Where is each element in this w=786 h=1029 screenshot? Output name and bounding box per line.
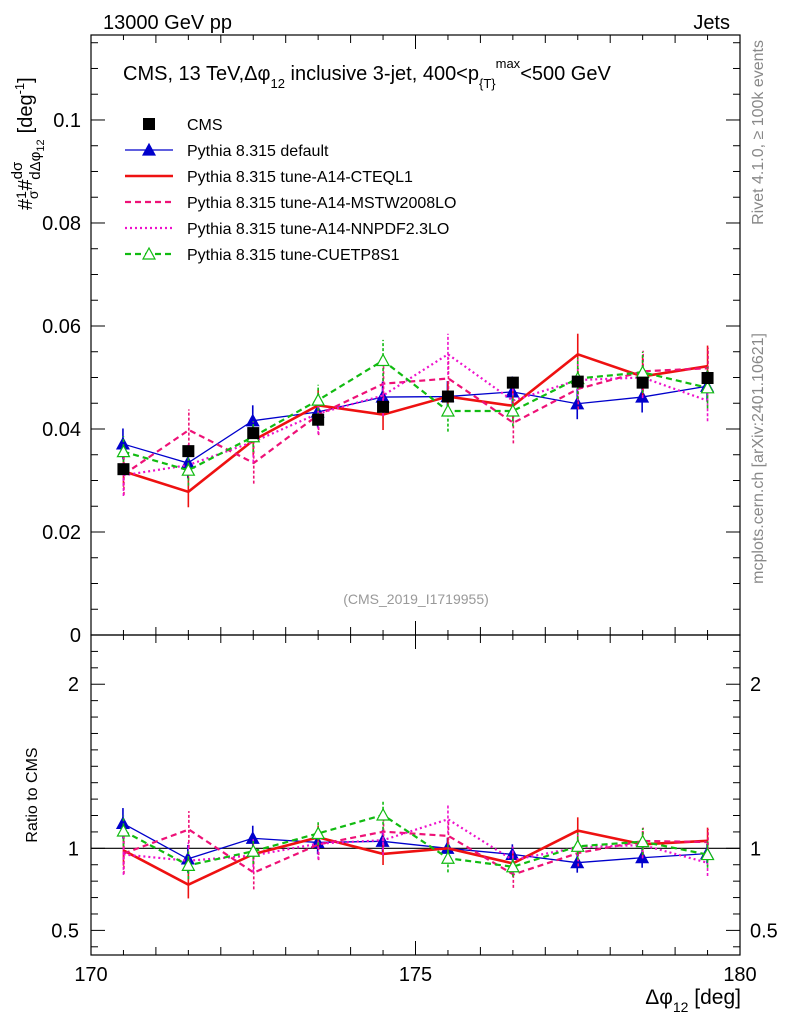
data-point [441, 390, 454, 403]
ratio-y-label: Ratio to CMS [24, 747, 41, 842]
x-tick-label: 175 [399, 964, 432, 986]
legend-marker [141, 246, 157, 260]
ratio-y-tick-label: 1 [68, 838, 79, 860]
legend-entry-2: Pythia 8.315 tune-A14-MSTW2008LO [125, 195, 456, 212]
axes-group: 170 175 180 0 0.02 0.04 0.06 0.08 0.1 0.5 0.5 1 1 2 2 [42, 35, 778, 986]
legend-entry-1: Pythia 8.315 tune-A14-CTEQL1 [125, 169, 413, 186]
legend-marker [141, 142, 157, 156]
ratio-series-line [122, 813, 708, 868]
ratio-series-line [122, 822, 708, 864]
legend-entry-0: Pythia 8.315 default [125, 142, 329, 160]
main-series-line [122, 385, 708, 464]
y-tick-label: 0 [70, 625, 81, 647]
ratio-marker [700, 847, 715, 861]
ratio-marker [570, 839, 585, 852]
ratio-marker [635, 834, 650, 848]
ratio-marker [181, 858, 196, 871]
main-marker [376, 353, 391, 367]
y-tick-label: 0.06 [42, 316, 81, 338]
legend-marker [143, 118, 155, 130]
legend-label: Pythia 8.315 tune-A14-NNPDF2.3LO [187, 221, 449, 238]
legend-entry-4: Pythia 8.315 tune-CUETP8S1 [125, 246, 400, 264]
ratio-y-tick-label: 0.5 [750, 920, 778, 942]
legend-label: Pythia 8.315 tune-A14-CTEQL1 [187, 169, 413, 186]
ratio-marker [376, 807, 391, 821]
data-point [182, 445, 195, 458]
y-tick-label: 0.04 [42, 419, 81, 441]
ratio-y-tick-label: 2 [750, 674, 761, 696]
chart-title: CMS, 13 TeV,Δφ12 inclusive 3-jet, 400<p{… [123, 56, 611, 91]
ratio-marker [246, 844, 261, 857]
ratio-marker [570, 855, 585, 869]
legend-label: CMS [187, 117, 223, 134]
main-marker [700, 380, 715, 394]
legend-entry-3: Pythia 8.315 tune-A14-NNPDF2.3LO [125, 221, 449, 238]
y-tick-label: 0.1 [53, 110, 81, 132]
main-series-line [123, 367, 709, 476]
x-axis-label: Δφ12 [deg] [645, 986, 741, 1015]
data-point [636, 376, 649, 389]
header-right: Jets [693, 12, 730, 34]
legend-label: Pythia 8.315 tune-A14-MSTW2008LO [187, 195, 456, 212]
main-marker [440, 403, 455, 417]
legend-entry-cms: CMS [143, 117, 223, 134]
ratio-marker [505, 859, 520, 873]
ratio-marker [311, 826, 326, 840]
ratio-series-line [123, 818, 708, 864]
analysis-watermark: (CMS_2019_I1719955) [343, 591, 489, 607]
ratio-y-tick-label: 2 [68, 674, 79, 696]
mcplots-label: mcplots.cern.ch [arXiv:2401.10621] [750, 333, 767, 584]
y-tick-label: 0.02 [42, 522, 81, 544]
data-point [312, 413, 325, 426]
main-marker [116, 444, 131, 458]
rivet-label: Rivet 4.1.0, ≥ 100k events [750, 40, 767, 225]
series-layer [115, 333, 715, 899]
main-marker [505, 403, 520, 417]
ratio-marker [116, 823, 131, 837]
data-point [506, 376, 519, 389]
x-tick-label: 180 [723, 964, 756, 986]
legend-label: Pythia 8.315 default [187, 143, 329, 160]
data-point [571, 375, 584, 388]
y-tick-label: 0.08 [42, 213, 81, 235]
data-point [247, 427, 260, 440]
ratio-y-tick-label: 0.5 [51, 920, 79, 942]
legend: CMS Pythia 8.315 default Pythia 8.315 tune… [125, 117, 456, 264]
ratio-marker [440, 851, 455, 864]
series-cms-data [117, 372, 714, 476]
data-point [377, 400, 390, 413]
legend-label: Pythia 8.315 tune-CUETP8S1 [187, 247, 400, 264]
header-left: 13000 GeV pp [103, 12, 232, 34]
data-point [701, 372, 714, 385]
main-marker [181, 462, 196, 476]
data-point [117, 463, 130, 476]
x-tick-label: 170 [74, 964, 107, 986]
main-marker [570, 396, 585, 410]
main-marker [311, 392, 326, 406]
main-series-line [123, 352, 708, 494]
ratio-y-tick-label: 1 [750, 838, 761, 860]
main-series-line [123, 359, 708, 472]
ratio-series-line [122, 829, 708, 887]
